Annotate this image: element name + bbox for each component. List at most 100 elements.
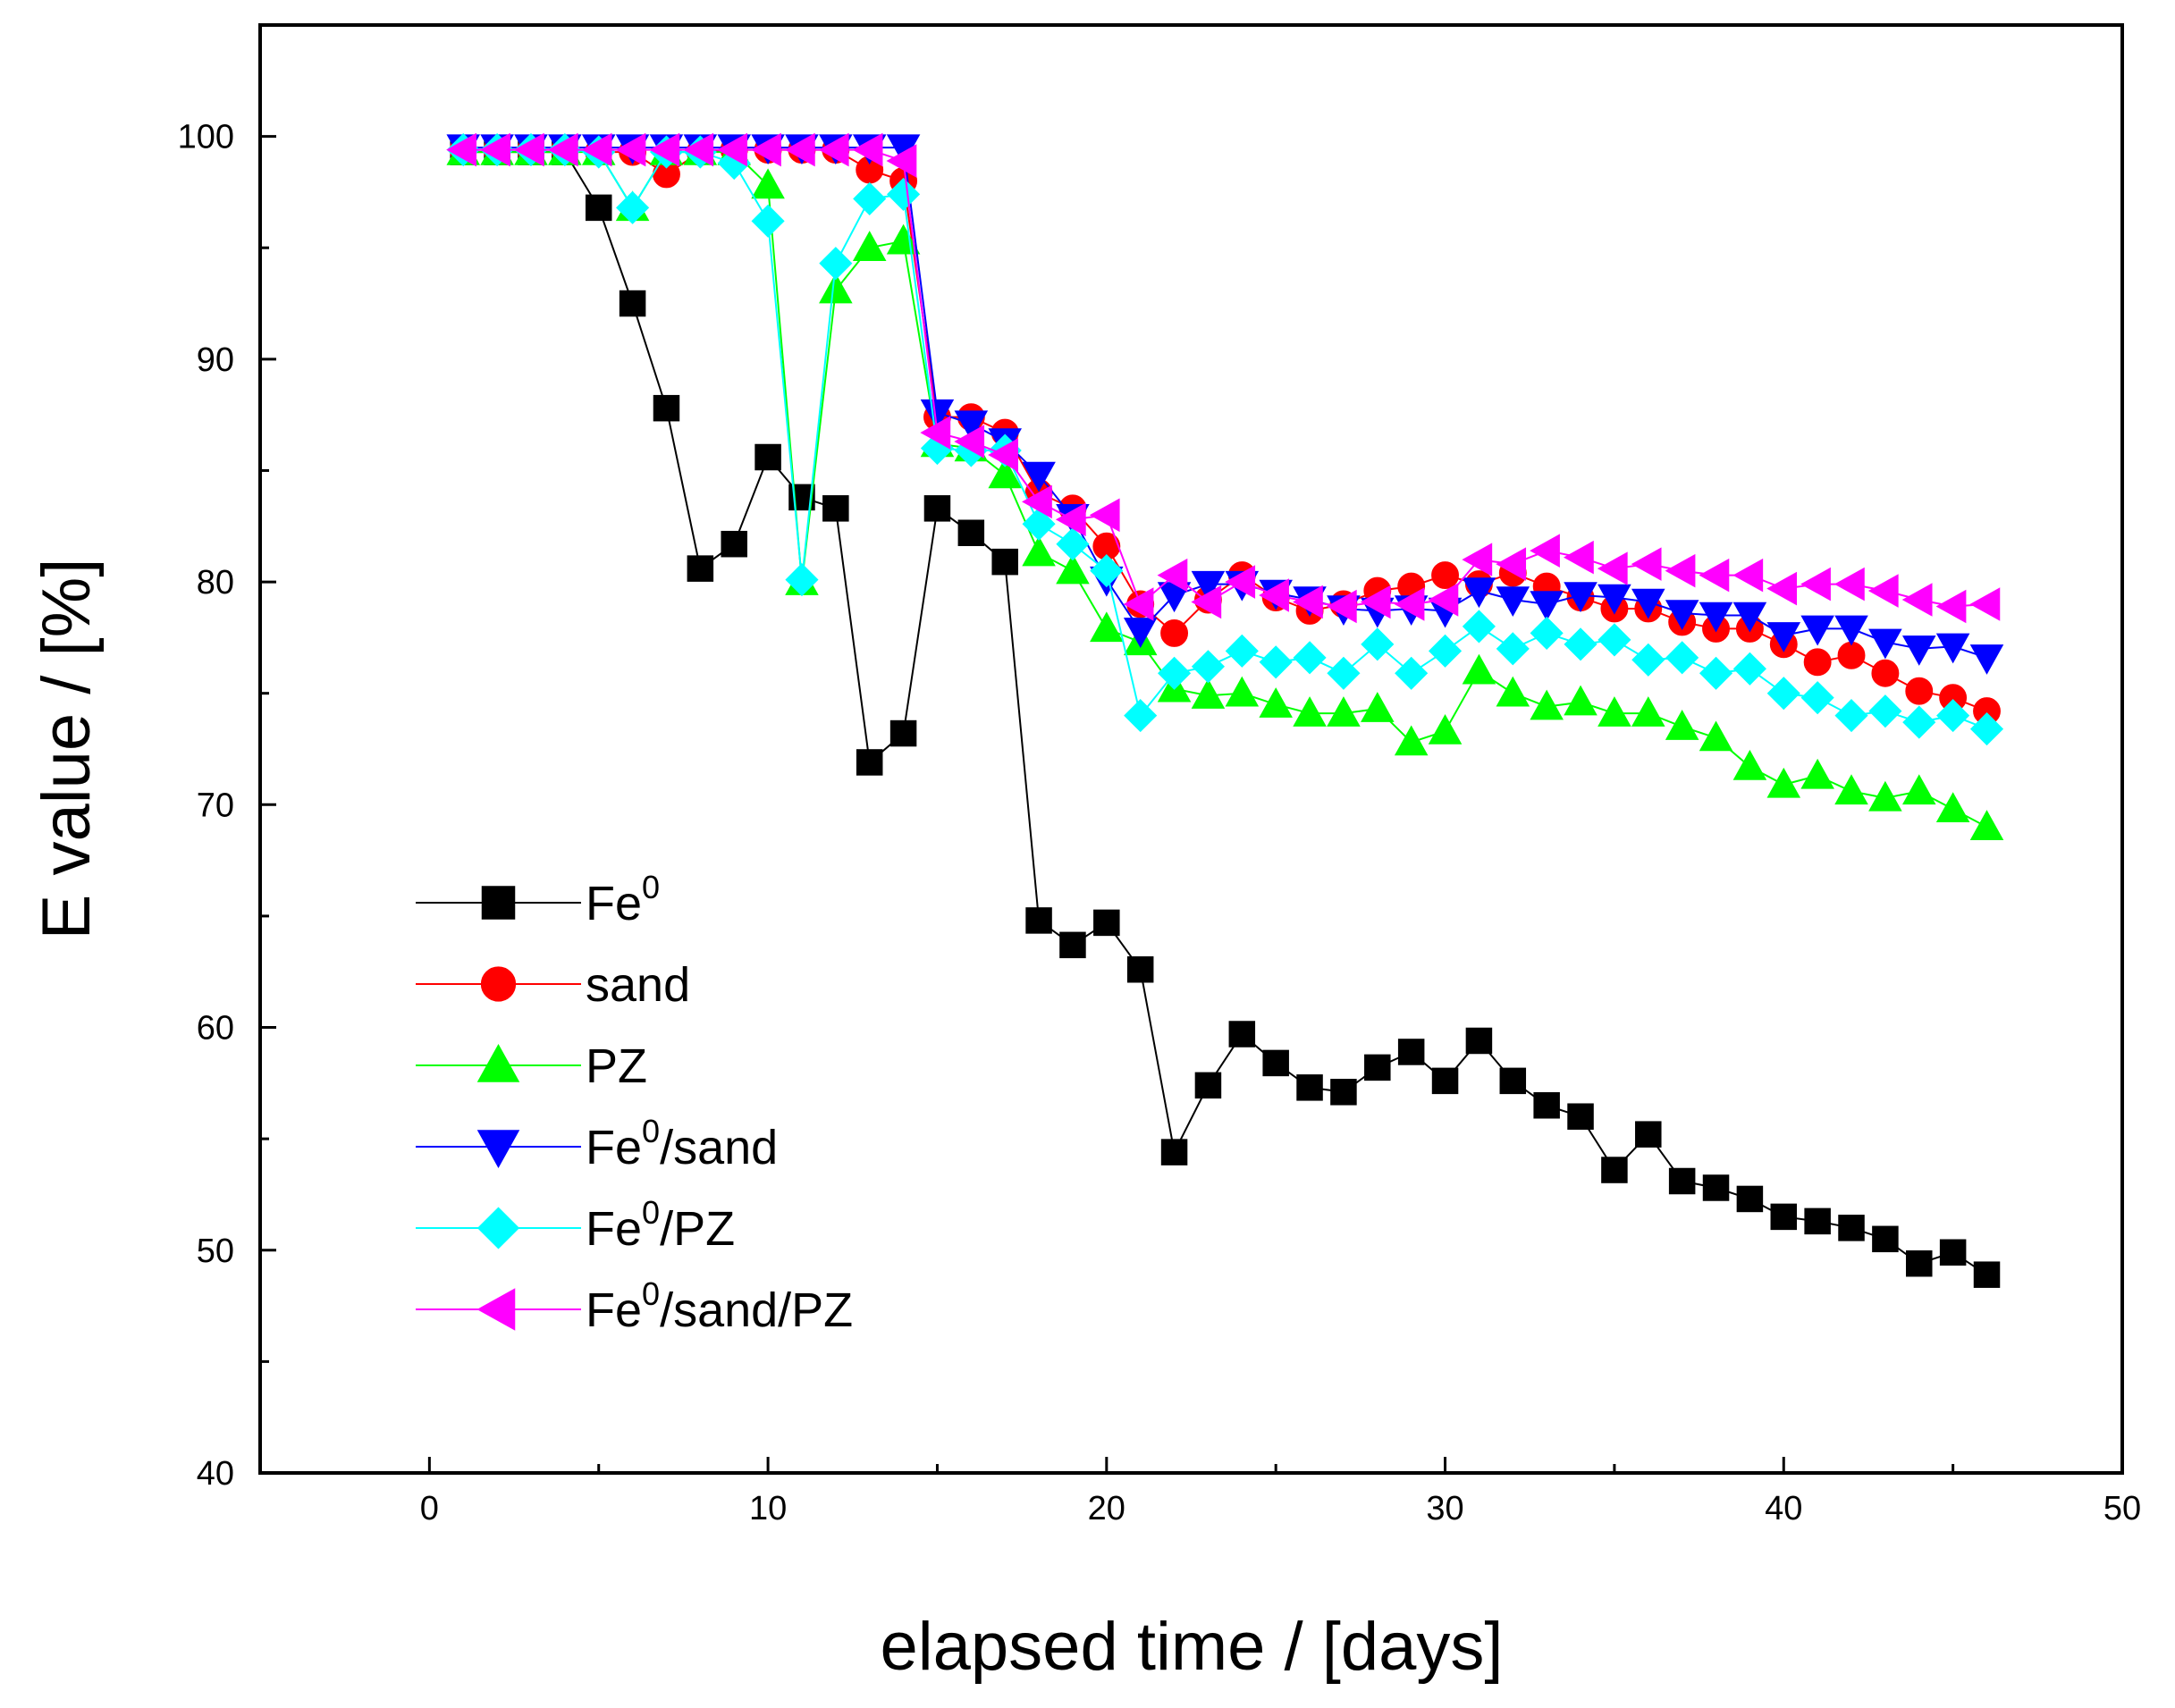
legend-label: Fe0/sand/PZ: [586, 1275, 853, 1337]
data-point: [1766, 571, 1798, 606]
data-point: [853, 181, 887, 215]
data-point: [1732, 652, 1766, 686]
data-point: [1157, 558, 1188, 593]
data-point: [920, 399, 955, 430]
data-point: [1194, 1072, 1222, 1099]
legend-label-base: Fe: [586, 1283, 642, 1337]
legend-item: Fe0/sand/PZ: [416, 1275, 853, 1337]
data-point: [1631, 547, 1662, 581]
data-point: [1597, 551, 1628, 585]
data-point: [1394, 725, 1429, 756]
legend-label: Fe0/PZ: [586, 1194, 735, 1256]
data-point: [889, 719, 917, 747]
y-axis: 40 50 60 70 80 90 100: [178, 23, 276, 1493]
data-point: [822, 495, 849, 522]
series-line: [463, 148, 1987, 730]
data-point: [886, 144, 917, 178]
legend-label: sand: [586, 958, 690, 1012]
y-tick-label: 40: [197, 1455, 234, 1493]
data-point: [1293, 641, 1327, 675]
data-point: [819, 273, 853, 304]
legend-item: sand: [416, 958, 690, 1012]
y-tick-label: 100: [178, 119, 234, 156]
legend-label-rest: /sand/PZ: [660, 1283, 853, 1337]
data-point: [1973, 1261, 2001, 1288]
data-point: [1330, 1079, 1357, 1106]
x-axis-title: elapsed time / [days]: [880, 1609, 1503, 1685]
legend-label-base: Fe: [586, 1202, 642, 1256]
data-point: [988, 458, 1022, 489]
data-point: [1225, 676, 1260, 707]
x-tick-label: 20: [1088, 1490, 1125, 1527]
legend-label-base: sand: [586, 958, 690, 1012]
data-point: [785, 563, 819, 597]
data-point: [1867, 574, 1899, 608]
x-axis: 0 10 20 30 40 50: [258, 1457, 2141, 1527]
series-line: [463, 147, 1987, 659]
data-point: [1598, 623, 1631, 657]
data-point: [1969, 644, 2004, 675]
data-point: [547, 132, 578, 167]
data-point: [717, 132, 747, 167]
legend-item: PZ: [416, 1039, 647, 1093]
data-point: [1665, 641, 1699, 675]
data-point: [1564, 685, 1598, 716]
data-point: [1160, 618, 1189, 647]
data-point: [1361, 692, 1395, 722]
data-point: [954, 410, 989, 442]
data-point: [1631, 696, 1665, 727]
data-point: [1462, 543, 1493, 576]
data-point: [1327, 656, 1361, 690]
data-point: [1022, 507, 1056, 541]
y-tick-label: 50: [197, 1233, 234, 1270]
data-point: [1803, 648, 1832, 677]
data-point: [856, 749, 883, 776]
series-fe0-sand-pz: [446, 132, 2001, 624]
data-point: [988, 438, 1018, 472]
data-point: [1631, 588, 1665, 619]
data-point: [1665, 553, 1696, 588]
data-point: [1394, 587, 1425, 621]
data-point: [1905, 677, 1934, 705]
data-point: [1191, 585, 1222, 619]
legend-label-base: Fe: [586, 877, 642, 930]
data-point: [1431, 561, 1459, 590]
data-point: [1766, 767, 1801, 798]
data-point: [1601, 1157, 1628, 1183]
data-point: [1462, 610, 1496, 644]
data-point: [1055, 502, 1086, 537]
data-point: [1901, 583, 1933, 617]
data-point: [1902, 705, 1936, 739]
data-point: [1191, 678, 1226, 709]
data-point: [818, 132, 849, 167]
data-point: [1906, 1249, 1933, 1277]
data-point: [1465, 1027, 1493, 1055]
legend-marker: [476, 1288, 516, 1331]
data-point: [1496, 632, 1530, 666]
data-point: [1699, 720, 1733, 752]
data-point: [1022, 484, 1052, 519]
data-point: [1191, 570, 1226, 602]
data-point: [1834, 774, 1868, 805]
legend-marker: [481, 886, 516, 920]
data-point: [1699, 602, 1733, 633]
data-point: [1225, 565, 1256, 599]
series-line: [463, 151, 1987, 829]
plot-area: [446, 132, 2004, 1288]
data-point: [1702, 1174, 1730, 1201]
data-point: [755, 443, 781, 471]
data-point: [1834, 699, 1868, 733]
data-point: [1800, 758, 1834, 789]
data-point: [1496, 547, 1527, 581]
legend-label: PZ: [586, 1039, 647, 1093]
y-tick-label: 60: [197, 1010, 234, 1048]
data-point: [1158, 656, 1192, 690]
data-point: [1770, 1203, 1798, 1231]
data-point: [784, 132, 815, 167]
data-point: [1499, 1067, 1527, 1095]
data-point: [1732, 749, 1767, 780]
data-point: [616, 190, 650, 224]
data-point: [585, 194, 612, 222]
